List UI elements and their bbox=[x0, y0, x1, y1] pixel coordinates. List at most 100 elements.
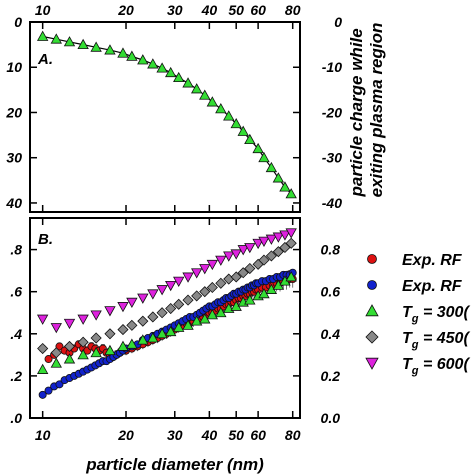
panel-b-data-point bbox=[215, 255, 227, 266]
panel-a-data-point bbox=[191, 83, 203, 94]
top-tick-label: 50 bbox=[228, 2, 244, 18]
panel-b-data-point bbox=[265, 234, 278, 245]
panel-b-data-point bbox=[63, 353, 76, 364]
panel-a-data-point bbox=[156, 62, 168, 73]
panel-b-data-point bbox=[104, 344, 116, 356]
bottom-tick-label: 10 bbox=[35, 427, 51, 443]
panel-a-data-point bbox=[90, 41, 102, 52]
panel-b-data-point bbox=[173, 298, 185, 310]
panel-b-data-point bbox=[199, 286, 211, 298]
panel-b-data-point bbox=[50, 357, 62, 368]
legend-entry: Tg = 450( bbox=[365, 330, 470, 351]
legend-marker bbox=[367, 280, 377, 290]
legend-label: Exp. RF bbox=[402, 252, 463, 269]
panel-b-data-point bbox=[182, 319, 194, 330]
panel-b-data-point bbox=[156, 285, 168, 296]
bottom-tick-label: 40 bbox=[201, 427, 218, 443]
right-tick-label: -10 bbox=[322, 59, 342, 75]
panel-a-data-point bbox=[272, 172, 285, 183]
panel-b-data-point bbox=[77, 336, 89, 348]
legend-label: Tg = 300( bbox=[402, 304, 470, 325]
panel-b-data-point bbox=[173, 276, 185, 287]
panel-b-data-point bbox=[50, 347, 62, 359]
left-tick-label: 20 bbox=[5, 104, 22, 120]
panel-b-data-point bbox=[191, 290, 203, 302]
x-axis-label: particle diameter (nm) bbox=[85, 455, 264, 474]
panel-b-label: B. bbox=[38, 231, 53, 248]
panel-b-data-point bbox=[237, 245, 249, 256]
panel-b-data-point bbox=[258, 254, 270, 266]
panel-b-data-point bbox=[252, 238, 264, 250]
panel-b-data-point bbox=[206, 281, 218, 294]
panel-a-data-point bbox=[199, 89, 211, 100]
panel-b-data-point bbox=[244, 243, 256, 254]
panel-a-data-point bbox=[173, 71, 185, 83]
right-tick-label: -20 bbox=[322, 104, 342, 120]
panel-b-data-point bbox=[279, 230, 291, 241]
bottom-tick-label: 20 bbox=[117, 427, 134, 443]
bottom-tick-label: 50 bbox=[228, 427, 244, 443]
right-tick-label: 0.0 bbox=[321, 410, 341, 426]
panel-b-data-point bbox=[147, 332, 159, 343]
left-tick-label: .0 bbox=[10, 410, 22, 426]
panel-a-data-point bbox=[126, 50, 138, 61]
panel-b-data-point bbox=[126, 338, 138, 349]
panel-b-data-point bbox=[37, 342, 49, 355]
panel-b-data-point bbox=[77, 314, 89, 325]
left-tick-label: .8 bbox=[10, 242, 22, 258]
panel-b-data-point bbox=[215, 306, 227, 318]
panel-b-data-point bbox=[63, 340, 76, 352]
legend-label: Exp. RF bbox=[402, 278, 463, 295]
panel-b-data-point bbox=[147, 289, 159, 300]
panel-b-data-point bbox=[117, 324, 129, 336]
panel-b-data-point bbox=[223, 251, 235, 262]
panel-a-data-point bbox=[252, 142, 264, 154]
panel-b-data-point bbox=[137, 293, 149, 304]
panel-b-data-point bbox=[36, 363, 49, 374]
panel-b-series-4 bbox=[37, 237, 297, 359]
panel-a-label: A. bbox=[37, 51, 53, 68]
panel-b-data-point bbox=[156, 327, 168, 339]
panel-a-data-point bbox=[182, 77, 194, 88]
top-tick-label: 80 bbox=[285, 2, 301, 18]
panel-b-data-point bbox=[63, 318, 76, 330]
panel-a-data-point bbox=[206, 96, 219, 107]
right-tick-label: 0 bbox=[334, 14, 342, 30]
panel-b-data-point bbox=[191, 268, 203, 279]
panel-b-data-point bbox=[165, 325, 177, 337]
left-tick-label: 30 bbox=[6, 150, 22, 166]
panel-b-data-point bbox=[147, 311, 159, 323]
panel-b: 10 20 30 40 50 60 80 .0 0.0 .2 0.2 .4 0.4 .6 0.6 .8 0.8 B… bbox=[10, 217, 341, 443]
panel-a-data-point bbox=[279, 181, 291, 192]
panel-b-data-point bbox=[104, 306, 116, 317]
panel-b-data-point bbox=[237, 267, 249, 279]
panel-a-data-point bbox=[258, 151, 270, 163]
legend-label: Tg = 600( bbox=[402, 356, 470, 377]
panel-b-data-point bbox=[230, 249, 242, 260]
panel-b-data-point bbox=[156, 307, 168, 319]
panel-a-frame bbox=[29, 21, 301, 213]
legend-entry: Tg = 300( bbox=[365, 304, 470, 325]
panel-b-data-point bbox=[90, 310, 102, 321]
left-tick-label: 0 bbox=[14, 14, 22, 30]
right-axis-label-line-2: exiting plasma region bbox=[367, 23, 386, 198]
panel-b-data-point bbox=[90, 332, 102, 344]
panel-b-data-point bbox=[244, 294, 256, 305]
panel-a-data-point bbox=[147, 58, 159, 69]
panel-a-data-point bbox=[50, 33, 62, 44]
right-tick-label: 0.8 bbox=[321, 242, 341, 258]
panel-b-data-point bbox=[272, 232, 285, 243]
panel-b-data-point bbox=[199, 264, 211, 275]
panel-a-data-point bbox=[63, 36, 76, 47]
panel-b-series-2 bbox=[38, 268, 297, 399]
bottom-tick-label: 80 bbox=[285, 427, 301, 443]
left-tick-label: 40 bbox=[5, 195, 22, 211]
right-tick-label: 0.2 bbox=[321, 368, 341, 384]
panel-b-data-point bbox=[265, 250, 277, 262]
panel-a-right-axis-label: particle charge while exiting plasma reg… bbox=[347, 23, 386, 198]
panel-a-data-point bbox=[244, 133, 256, 145]
panel-b-data-point bbox=[165, 280, 177, 292]
legend-label: Tg = 450( bbox=[402, 330, 470, 351]
panel-b-data-point bbox=[104, 328, 116, 340]
